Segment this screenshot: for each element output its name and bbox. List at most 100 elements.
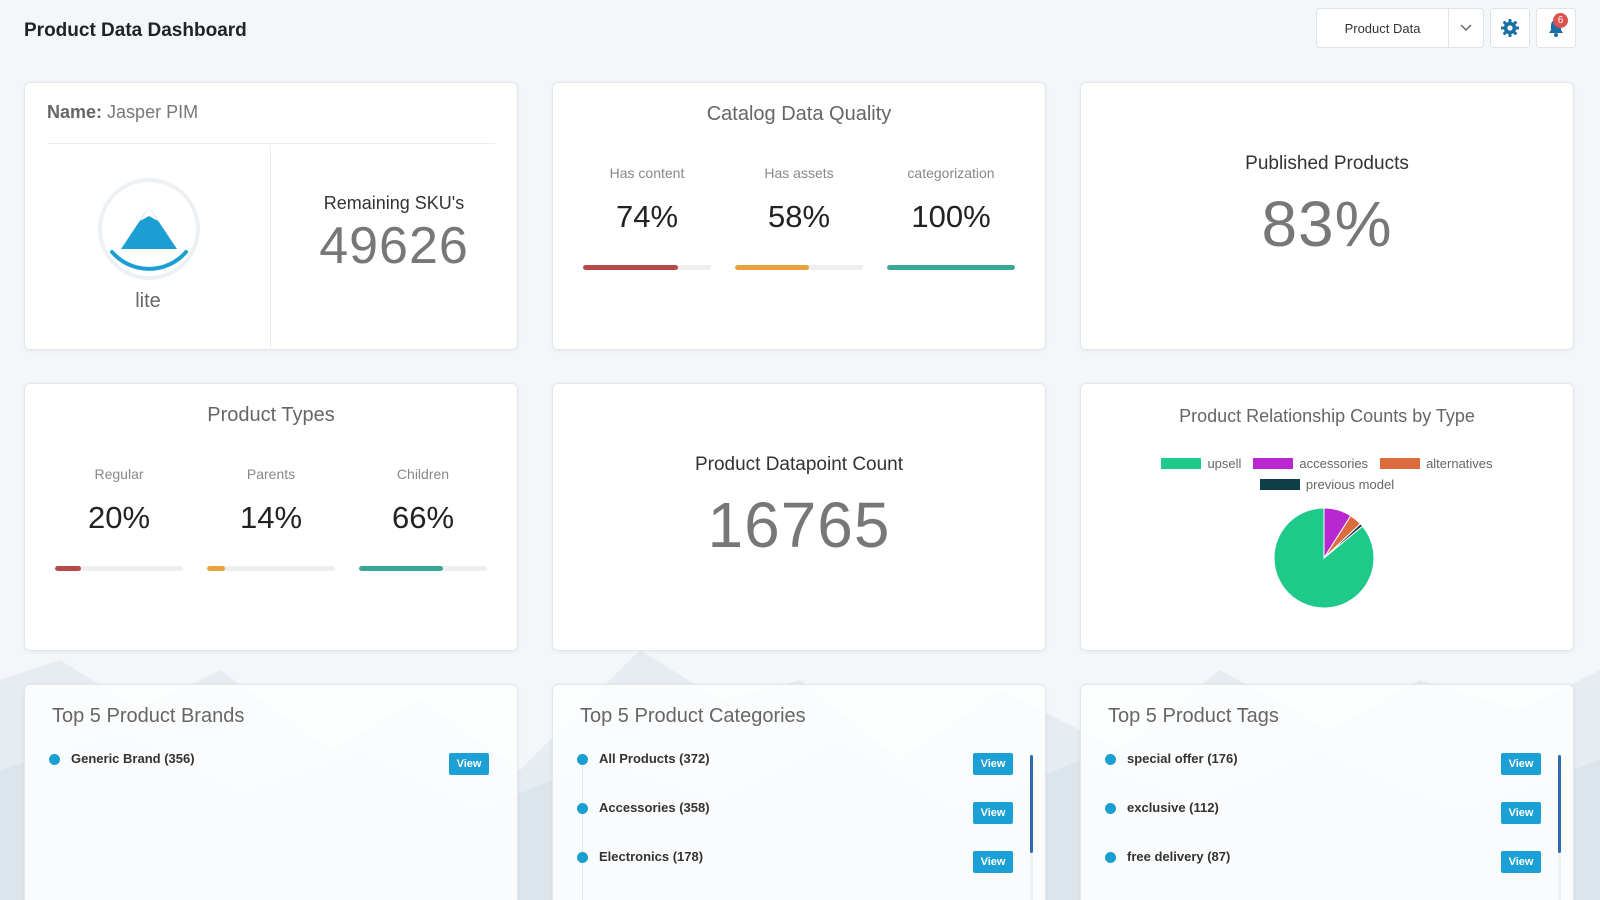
card-title: Catalog Data Quality [706, 103, 892, 125]
list-item: exclusive (112) View [1105, 798, 1541, 847]
metric-value: 66% [391, 500, 455, 535]
list-item: Accessories (358) View [577, 798, 1013, 877]
bullet-dot [1105, 754, 1116, 765]
metric-label: Has content [609, 165, 685, 181]
timeline-line [582, 864, 583, 900]
remaining-sku-value: 49626 [319, 217, 469, 275]
metric-value: 58% [767, 199, 831, 234]
bullet-dot [577, 852, 588, 863]
chevron-down-icon [1460, 24, 1472, 32]
progress-fill [55, 566, 81, 571]
legend-item[interactable]: accessories [1253, 456, 1368, 471]
metric-row: Regular 20% Parents 14% Children 66% [55, 466, 487, 571]
list-item: Generic Brand (356) View [49, 749, 489, 798]
progress-bar [887, 265, 1015, 270]
dataset-select[interactable]: Product Data [1316, 8, 1448, 48]
list-item: All Products (372) View [577, 749, 1013, 828]
progress-fill [207, 566, 225, 571]
metric-label: Children [396, 466, 450, 482]
metric-label: categorization [907, 165, 995, 181]
item-label: Accessories (358) [599, 800, 710, 815]
legend-swatch [1253, 458, 1294, 469]
top-categories-card: Top 5 Product Categories All Products (3… [552, 684, 1046, 900]
bullet-dot [1105, 803, 1116, 814]
list-item: free delivery (87) View [1105, 847, 1541, 896]
view-button[interactable]: View [1501, 753, 1541, 775]
pie-slice-previous-model[interactable] [1323, 523, 1364, 559]
metric-value: 100% [911, 199, 991, 234]
view-button[interactable]: View [973, 802, 1013, 824]
view-button[interactable]: View [449, 753, 489, 775]
metric-label: Regular [94, 466, 144, 482]
page-title: Product Data Dashboard [24, 20, 247, 41]
name-value: Jasper PIM [107, 102, 199, 122]
metric-parents: Parents 14% [207, 466, 335, 571]
progress-bar [207, 566, 335, 571]
progress-fill [887, 265, 1015, 270]
license-card: Name: Jasper PIM lite Remaining SKU's 49… [24, 82, 518, 350]
remaining-sku-label: Remaining SKU's [323, 193, 465, 213]
metric-value: 74% [615, 199, 679, 234]
legend-item[interactable]: previous model [1259, 477, 1394, 492]
list-item: special offer (176) View [1105, 749, 1541, 798]
metric-has-assets: Has assets 58% [735, 165, 863, 270]
item-label: free delivery (87) [1127, 849, 1231, 864]
item-label: Electronics (178) [599, 849, 704, 864]
scrollbar[interactable] [1558, 755, 1561, 900]
view-button[interactable]: View [973, 753, 1013, 775]
view-button[interactable]: View [1501, 802, 1541, 824]
view-button[interactable]: View [1501, 851, 1541, 873]
progress-bar [583, 265, 711, 270]
pie-chart [1273, 507, 1375, 609]
name-label: Name: [47, 102, 103, 122]
item-label: special offer (176) [1127, 751, 1238, 766]
mountain-logo-icon [98, 178, 200, 280]
card-title: Top 5 Product Categories [580, 705, 806, 727]
edition-panel: lite [25, 145, 271, 349]
published-label: Published Products [1245, 153, 1409, 174]
card-title: Top 5 Product Tags [1108, 705, 1279, 727]
dataset-dropdown-button[interactable] [1448, 8, 1484, 48]
metric-value: 20% [87, 500, 151, 535]
progress-fill [359, 566, 444, 571]
progress-fill [735, 265, 810, 270]
bullet-dot [49, 754, 60, 765]
catalog-quality-card: Catalog Data Quality Has content 74% Has… [552, 82, 1046, 350]
metric-categorization: categorization 100% [887, 165, 1015, 270]
timeline-line [582, 815, 583, 877]
bullet-dot [577, 754, 588, 765]
metric-row: Has content 74% Has assets 58% categoriz… [583, 165, 1015, 270]
notification-badge: 6 [1553, 13, 1568, 28]
legend-swatch [1161, 458, 1202, 469]
metric-regular: Regular 20% [55, 466, 183, 571]
item-label: exclusive (112) [1127, 800, 1219, 815]
notifications-button[interactable]: 6 [1536, 8, 1576, 48]
legend-label: accessories [1299, 456, 1369, 471]
legend-swatch [1259, 479, 1300, 490]
view-button[interactable]: View [973, 851, 1013, 873]
scrollbar-thumb[interactable] [1558, 755, 1561, 853]
remaining-sku-panel: Remaining SKU's 49626 [271, 145, 517, 349]
relationship-chart-card: Product Relationship Counts by Type upse… [1080, 383, 1574, 651]
metric-label: Has assets [764, 165, 834, 181]
header-controls: Product Data [1316, 8, 1576, 48]
legend-item[interactable]: alternatives [1380, 456, 1493, 471]
scrollbar-thumb[interactable] [1030, 755, 1033, 853]
item-label: Generic Brand (356) [71, 751, 195, 766]
metric-has-content: Has content 74% [583, 165, 711, 270]
scrollbar[interactable] [1030, 755, 1033, 900]
metric-label: Parents [246, 466, 296, 482]
datapoint-value: 16765 [707, 489, 891, 561]
categories-list: All Products (372) View Accessories (358… [577, 749, 1013, 900]
legend-label: upsell [1207, 456, 1242, 471]
name-row: Name: Jasper PIM [47, 102, 495, 144]
edition-label: lite [135, 290, 161, 312]
list-item: Electronics (178) View [577, 847, 1013, 900]
pie-chart-container [1272, 506, 1376, 610]
item-label: All Products (372) [599, 751, 710, 766]
settings-button[interactable] [1490, 8, 1530, 48]
bullet-dot [577, 803, 588, 814]
legend-label: alternatives [1426, 456, 1493, 471]
legend-item[interactable]: upsell [1161, 456, 1241, 471]
top-tags-card: Top 5 Product Tags special offer (176) V… [1080, 684, 1574, 900]
